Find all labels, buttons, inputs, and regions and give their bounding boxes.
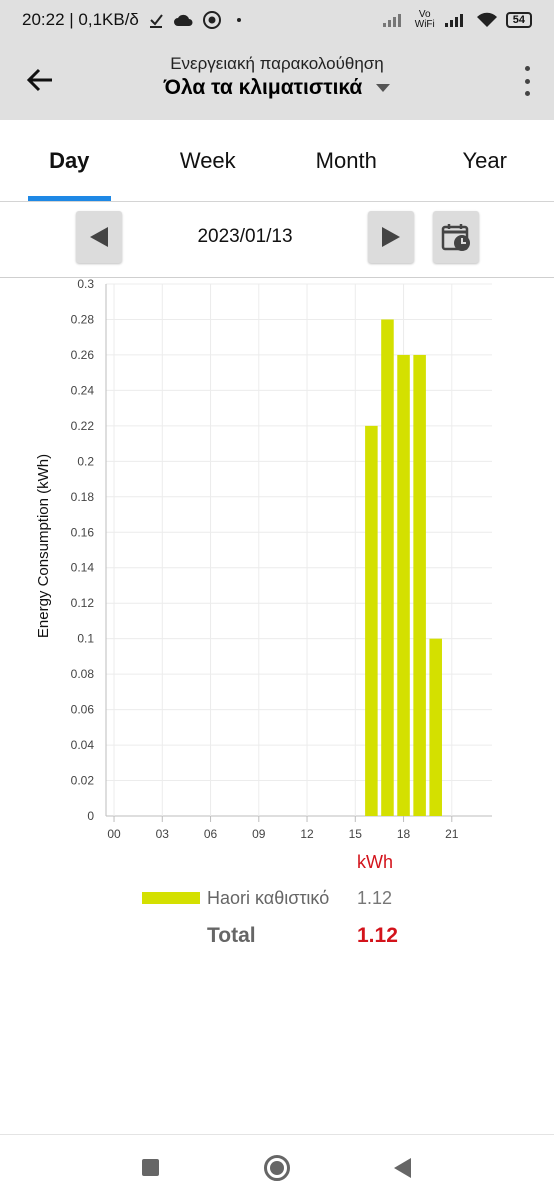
page-title: Όλα τα κλιματιστικά [163, 76, 363, 99]
energy-chart-svg: 0 0.02 0.04 0.06 0.08 0.1 0.12 0.14 0.16 0.18 0.2 0… [35, 277, 492, 872]
caret-down-icon [376, 84, 391, 92]
y-tick-label: 0.04 [71, 738, 95, 752]
y-tick-label: 0.12 [71, 596, 95, 610]
home-button[interactable] [264, 1155, 290, 1181]
system-back-button[interactable] [394, 1158, 411, 1178]
more-options-button[interactable] [520, 66, 534, 96]
cloud-icon [173, 14, 193, 26]
x-tick-label: 00 [107, 827, 121, 841]
tab-year[interactable]: Year [462, 147, 507, 173]
x-tick-label: 15 [349, 827, 363, 841]
battery-icon: 54 [505, 12, 532, 28]
period-tabs: Day Week Month Year [0, 120, 554, 202]
arrow-right-icon [382, 227, 400, 247]
legend-series-value: 1.12 [357, 888, 393, 908]
battery-level: 54 [512, 14, 525, 26]
x-tick-label: 18 [397, 827, 411, 841]
y-tick-label: 0.02 [71, 774, 95, 788]
next-date-button[interactable] [368, 211, 414, 263]
y-tick-label: 0.08 [71, 667, 95, 681]
y-tick-label: 0.1 [77, 632, 94, 646]
chrome-icon [202, 11, 221, 29]
unit-label: kWh [357, 852, 393, 872]
x-tick-label: 12 [300, 827, 314, 841]
vo-wifi-label: Vo WiFi [414, 9, 435, 30]
download-done-icon [149, 14, 163, 28]
chart-bar [413, 354, 426, 816]
chart-bar [397, 354, 410, 816]
signal-icon [382, 14, 401, 27]
chart-bar [365, 425, 378, 816]
y-tick-label: 0.2 [77, 454, 94, 468]
header-titles: Ενεργειακή παρακολούθηση Όλα τα κλιματισ… [0, 54, 554, 100]
y-tick-label: 0 [87, 809, 94, 823]
y-tick-label: 0.06 [71, 703, 95, 717]
y-tick-label: 0.22 [71, 419, 95, 433]
wifi-icon [476, 12, 497, 27]
calendar-button[interactable] [433, 211, 479, 263]
x-tick-label: 03 [156, 827, 170, 841]
dot-icon [236, 18, 241, 22]
back-button[interactable] [22, 62, 58, 98]
home-icon [270, 1161, 284, 1175]
legend-series-name: Haori καθιστικό [207, 888, 330, 908]
energy-chart: 0 0.02 0.04 0.06 0.08 0.1 0.12 0.14 0.16 0.18 0.2 0… [0, 277, 554, 878]
arrow-back-icon [26, 68, 52, 92]
y-tick-label: 0.18 [71, 490, 95, 504]
chart-legend: Haori καθιστικό 1.12 Total 1.12 [0, 884, 554, 974]
x-tick-label: 09 [252, 827, 266, 841]
chart-bar [381, 319, 394, 816]
y-axis-label: Energy Consumption (kWh) [35, 454, 52, 638]
more-vert-icon [524, 66, 530, 71]
date-navigator: 2023/01/13 [0, 202, 554, 278]
x-tick-label: 21 [445, 827, 459, 841]
total-value: 1.12 [357, 924, 398, 947]
tab-month[interactable]: Month [315, 147, 377, 173]
device-selector[interactable]: Όλα τα κλιματιστικά [0, 76, 554, 100]
system-nav-bar [0, 1134, 554, 1200]
signal-icon [444, 14, 463, 27]
y-tick-label: 0.26 [71, 348, 95, 362]
app-bar: Ενεργειακή παρακολούθηση Όλα τα κλιματισ… [0, 40, 554, 120]
y-tick-label: 0.16 [71, 525, 95, 539]
current-date: 2023/01/13 [197, 226, 293, 247]
status-time: 20:22 | 0,1KB/δ [22, 10, 139, 29]
y-tick-label: 0.3 [77, 278, 94, 291]
arrow-left-icon [90, 227, 108, 247]
calendar-clock-icon [441, 224, 470, 251]
y-tick-label: 0.24 [71, 383, 95, 397]
chart-bar [429, 638, 442, 816]
total-label: Total [207, 924, 256, 947]
status-bar: 20:22 | 0,1KB/δ Vo WiFi 54 [0, 0, 554, 40]
y-tick-label: 0.14 [71, 561, 95, 575]
legend-swatch [142, 892, 200, 904]
recent-apps-button[interactable] [142, 1159, 159, 1176]
page-subtitle: Ενεργειακή παρακολούθηση [170, 54, 384, 73]
tab-week[interactable]: Week [179, 147, 236, 173]
y-tick-label: 0.28 [71, 312, 95, 326]
tab-day[interactable]: Day [0, 120, 139, 201]
previous-date-button[interactable] [76, 211, 122, 263]
x-tick-label: 06 [204, 827, 218, 841]
